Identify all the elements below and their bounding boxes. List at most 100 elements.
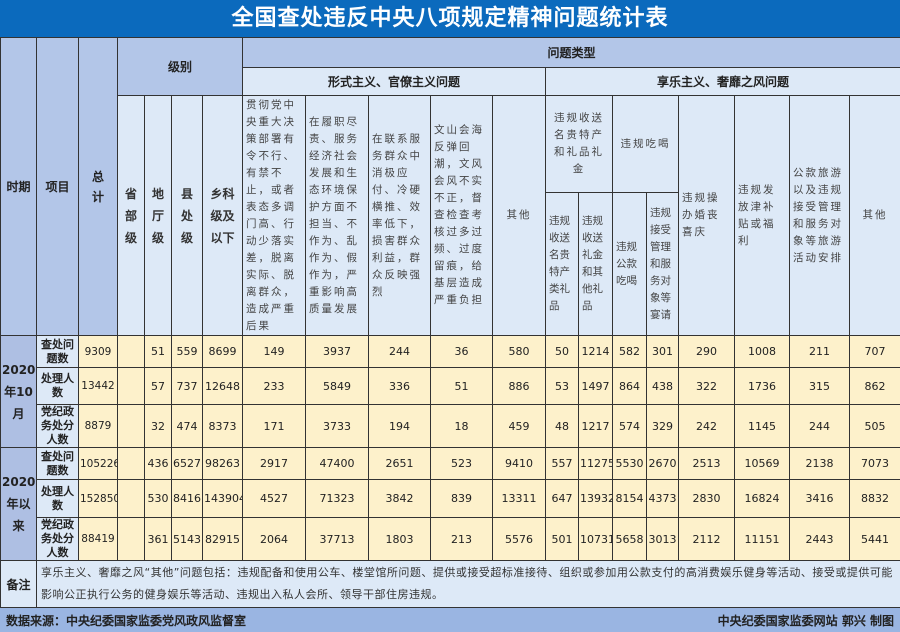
data-cell: 361 <box>145 518 172 561</box>
data-cell: 242 <box>679 405 735 448</box>
header-level-county: 县处级 <box>172 96 203 336</box>
data-cell: 12648 <box>203 368 243 405</box>
data-cell: 329 <box>647 405 679 448</box>
data-cell: 5576 <box>493 518 546 561</box>
data-cell: 459 <box>493 405 546 448</box>
data-cell: 6527 <box>172 448 203 480</box>
data-cell: 18 <box>431 405 493 448</box>
data-cell: 9309 <box>79 336 118 368</box>
data-cell <box>118 480 145 518</box>
data-cell: 1217 <box>579 405 613 448</box>
statistics-table: 时期 项目 总计 级别 问题类型 形式主义、官僚主义问题 享乐主义、奢靡之风问题… <box>0 37 900 608</box>
data-cell: 3842 <box>369 480 431 518</box>
data-cell: 3733 <box>306 405 369 448</box>
header-level-township: 乡科级及以下 <box>203 96 243 336</box>
header-item: 项目 <box>37 38 79 336</box>
data-cell: 211 <box>790 336 850 368</box>
data-cell: 5530 <box>613 448 647 480</box>
data-source: 数据来源：中央纪委国家监委党风政风监督室 <box>6 612 246 629</box>
data-cell <box>118 518 145 561</box>
data-cell: 290 <box>679 336 735 368</box>
data-cell: 194 <box>369 405 431 448</box>
data-cell <box>118 448 145 480</box>
data-cell: 1736 <box>735 368 790 405</box>
data-cell: 88419 <box>79 518 118 561</box>
data-cell: 57 <box>145 368 172 405</box>
data-cell: 8154 <box>613 480 647 518</box>
header-gifts: 违规收送名贵特产和礼品礼金 <box>547 110 611 178</box>
header-period: 时期 <box>1 38 37 336</box>
data-cell: 436 <box>145 448 172 480</box>
data-cell: 2064 <box>243 518 306 561</box>
data-cell: 1145 <box>735 405 790 448</box>
header-problem-type: 问题类型 <box>243 38 900 68</box>
data-cell: 5849 <box>306 368 369 405</box>
data-cell: 2112 <box>679 518 735 561</box>
data-cell: 647 <box>546 480 579 518</box>
data-cell: 2670 <box>647 448 679 480</box>
footer: 数据来源：中央纪委国家监委党风政风监督室 中央纪委国家监委网站 郭兴 制图 <box>0 608 900 632</box>
data-cell: 8832 <box>850 480 900 518</box>
data-cell: 864 <box>613 368 647 405</box>
data-cell: 5143 <box>172 518 203 561</box>
data-cell: 7073 <box>850 448 900 480</box>
data-cell: 2443 <box>790 518 850 561</box>
data-cell: 11151 <box>735 518 790 561</box>
data-cell: 582 <box>613 336 647 368</box>
data-cell: 16824 <box>735 480 790 518</box>
data-cell: 2830 <box>679 480 735 518</box>
header-dining-banquet: 违规接受管理和服务对象等宴请 <box>648 205 677 324</box>
data-cell: 336 <box>369 368 431 405</box>
data-cell: 530 <box>145 480 172 518</box>
data-cell: 8699 <box>203 336 243 368</box>
data-cell: 48 <box>546 405 579 448</box>
data-cell: 4373 <box>647 480 679 518</box>
data-cell: 98263 <box>203 448 243 480</box>
header-level: 级别 <box>118 38 243 96</box>
data-cell: 244 <box>369 336 431 368</box>
data-cell: 737 <box>172 368 203 405</box>
data-cell: 233 <box>243 368 306 405</box>
data-cell: 37713 <box>306 518 369 561</box>
period-label: 2020年10月 <box>1 336 37 448</box>
row-item-label: 查处问题数 <box>37 336 79 368</box>
data-cell: 474 <box>172 405 203 448</box>
data-cell: 152850 <box>79 480 118 518</box>
data-cell: 71323 <box>306 480 369 518</box>
data-cell: 580 <box>493 336 546 368</box>
row-item-label: 党纪政务处分人数 <box>37 405 79 448</box>
table-title: 全国查处违反中央八项规定精神问题统计表 <box>0 0 900 37</box>
data-cell: 557 <box>546 448 579 480</box>
data-cell: 53 <box>546 368 579 405</box>
header-subsidies: 违规发放津补贴或福利 <box>736 182 788 250</box>
data-cell: 886 <box>493 368 546 405</box>
data-cell: 1008 <box>735 336 790 368</box>
data-cell: 143904 <box>203 480 243 518</box>
data-cell: 32 <box>145 405 172 448</box>
header-total: 总计 <box>79 38 118 336</box>
note-text: 享乐主义、奢靡之风“其他”问题包括：违规配备和使用公车、楼堂馆所问题、提供或接受… <box>37 561 900 608</box>
data-cell: 13442 <box>79 368 118 405</box>
data-cell: 244 <box>790 405 850 448</box>
header-dining-public: 违规公款吃喝 <box>614 239 645 290</box>
header-weddings-funerals: 违规操办婚丧喜庆 <box>680 190 733 241</box>
data-cell <box>118 336 145 368</box>
data-cell: 105226 <box>79 448 118 480</box>
data-cell: 5441 <box>850 518 900 561</box>
data-cell: 523 <box>431 448 493 480</box>
header-travel: 公款旅游以及违规接受管理和服务对象等旅游活动安排 <box>791 165 848 267</box>
data-cell: 11275 <box>579 448 613 480</box>
header-hedonism-other: 其他 <box>851 207 899 224</box>
data-cell: 36 <box>431 336 493 368</box>
data-cell: 707 <box>850 336 900 368</box>
data-cell: 213 <box>431 518 493 561</box>
data-cell: 574 <box>613 405 647 448</box>
data-cell: 2513 <box>679 448 735 480</box>
data-cell: 3013 <box>647 518 679 561</box>
data-cell: 51 <box>431 368 493 405</box>
data-cell: 315 <box>790 368 850 405</box>
